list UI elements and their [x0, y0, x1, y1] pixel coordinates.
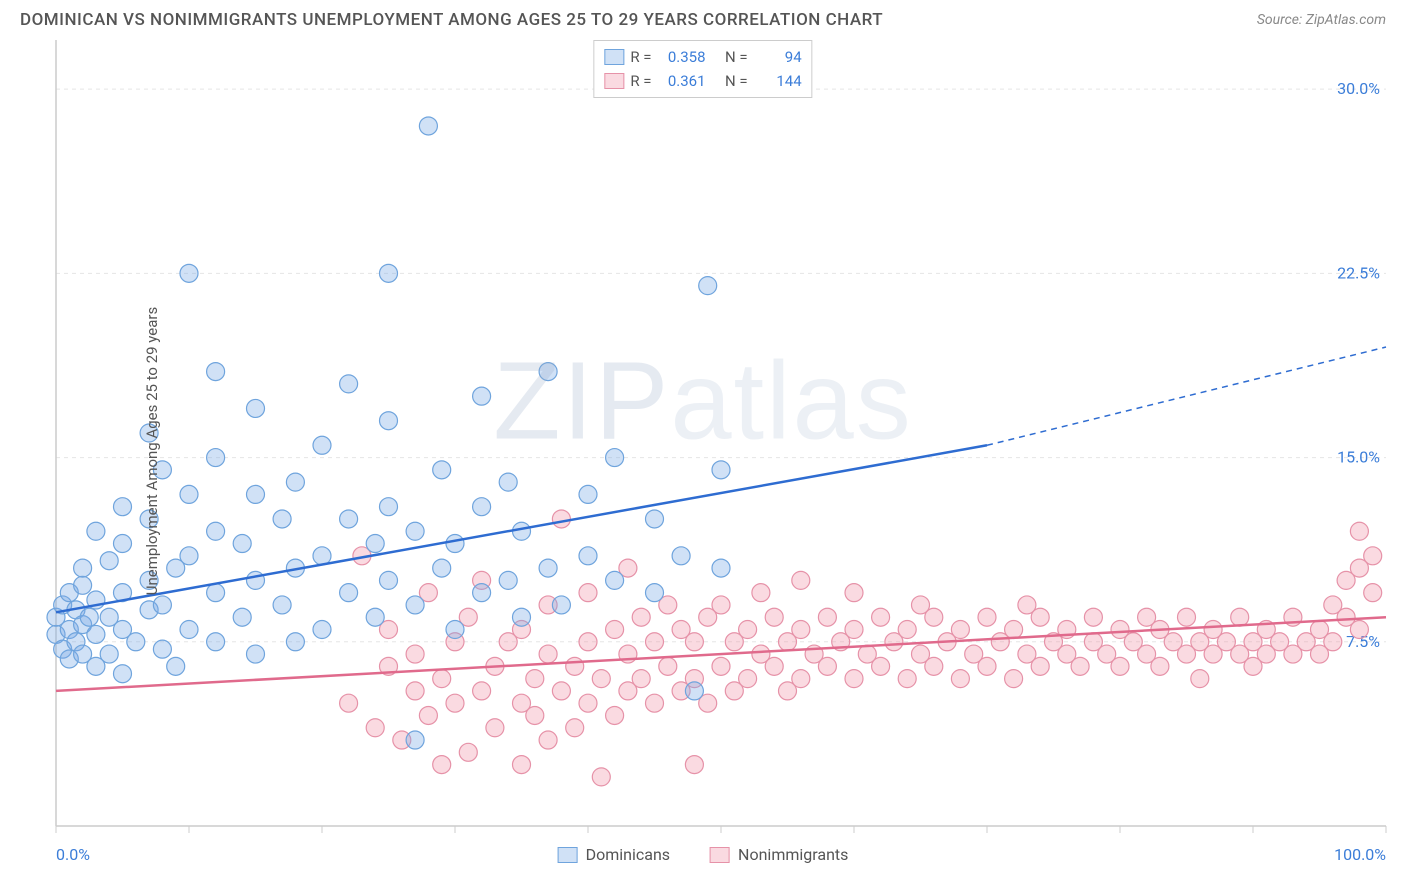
x-max-label: 100.0%	[1334, 845, 1386, 864]
stats-legend: R =0.358 N =94R =0.361 N =144	[593, 40, 812, 98]
y-axis-label: Unemployment Among Ages 25 to 29 years	[143, 307, 161, 595]
x-min-label: 0.0%	[56, 845, 90, 864]
source-label: Source: ZipAtlas.com	[1257, 12, 1386, 28]
stats-row: R =0.361 N =144	[604, 69, 801, 93]
series-legend: Dominicans Nonimmigrants	[558, 845, 849, 864]
svg-text:30.0%: 30.0%	[1337, 79, 1380, 98]
chart-title: DOMINICAN VS NONIMMIGRANTS UNEMPLOYMENT …	[20, 10, 883, 30]
legend-item: Nonimmigrants	[710, 845, 848, 864]
svg-text:15.0%: 15.0%	[1337, 448, 1380, 467]
stats-row: R =0.358 N =94	[604, 45, 801, 69]
svg-text:22.5%: 22.5%	[1337, 263, 1380, 282]
scatter-chart: 7.5%15.0%22.5%30.0%	[0, 36, 1406, 866]
legend-item: Dominicans	[558, 845, 670, 864]
